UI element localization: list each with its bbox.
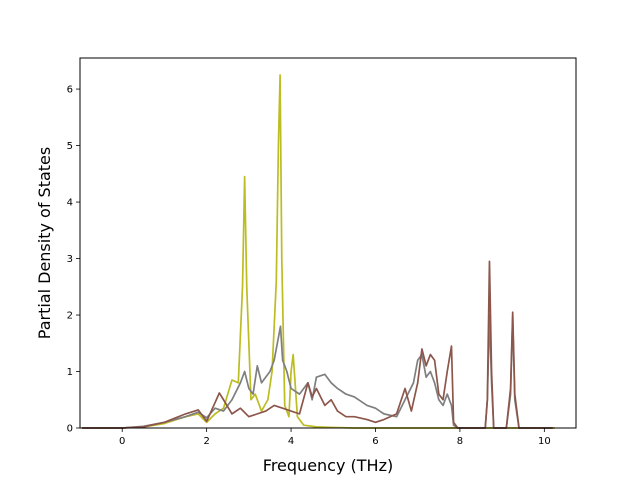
y-tick-label: 2 <box>67 311 73 322</box>
plot-frame <box>79 57 577 429</box>
x-axis: 0 2 4 6 8 10 <box>119 428 551 447</box>
y-tick-label: 5 <box>67 141 73 152</box>
y-tick-label: 4 <box>67 198 73 209</box>
x-tick-label: 6 <box>372 436 378 447</box>
y-tick-label: 3 <box>67 254 73 265</box>
plot-area <box>82 74 555 429</box>
x-tick-label: 2 <box>203 436 209 447</box>
y-tick-label: 1 <box>67 367 73 378</box>
y-tick-label: 0 <box>67 424 73 435</box>
x-tick-label: 0 <box>119 436 125 447</box>
series-line-3 <box>82 260 553 429</box>
x-axis-label: Frequency (THz) <box>263 456 393 475</box>
x-tick-label: 8 <box>457 436 463 447</box>
x-tick-label: 10 <box>538 436 551 447</box>
series-line-2 <box>82 314 553 429</box>
y-tick-label: 6 <box>67 85 73 96</box>
series-line-1 <box>82 74 555 429</box>
y-axis-label: Partial Density of States <box>35 147 54 339</box>
y-axis: 0 1 2 3 4 5 6 <box>67 85 80 435</box>
x-tick-label: 4 <box>288 436 294 447</box>
